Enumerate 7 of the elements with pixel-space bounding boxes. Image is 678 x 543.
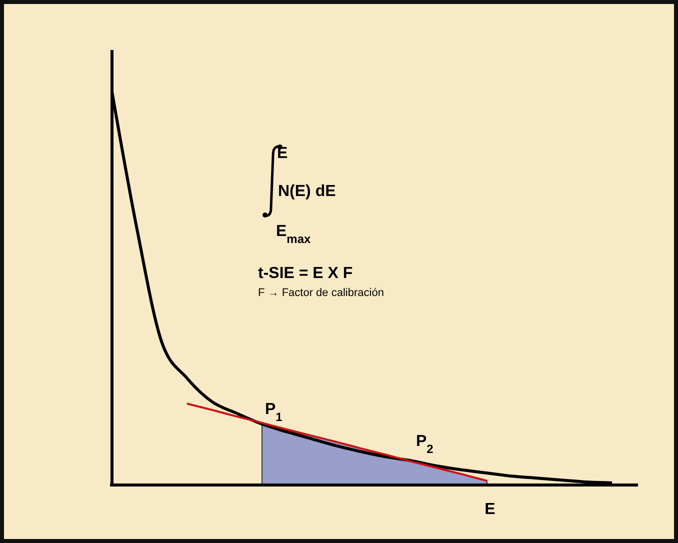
annotation: E$_{max}$	[276, 223, 312, 246]
annotation: P$_{2}$	[416, 433, 434, 456]
annotation: t-SIE = E X F	[258, 265, 353, 282]
x-axis-title: E	[484, 501, 496, 518]
annotation: N(E) dE	[278, 183, 336, 200]
annotation: P$_{1}$	[265, 401, 283, 424]
annotation: F → Factor de calibración	[258, 287, 384, 299]
